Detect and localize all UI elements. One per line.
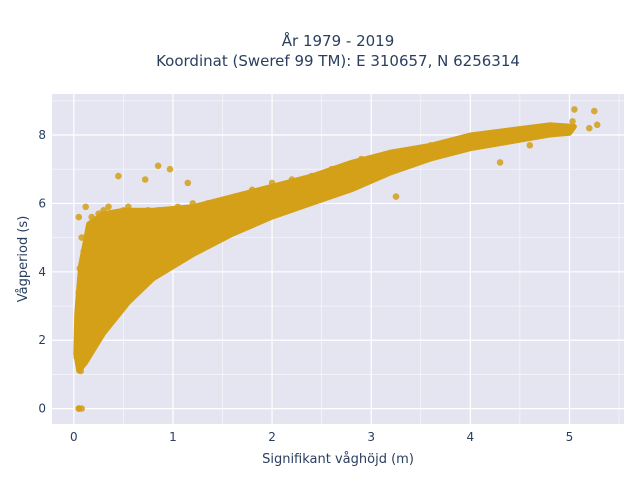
x-tick-label: 3 bbox=[367, 430, 375, 444]
data-point bbox=[593, 121, 601, 129]
tick-labels: 0 1 2 3 4 5 0 2 4 6 8 bbox=[38, 128, 573, 444]
data-point bbox=[234, 193, 241, 200]
data-point bbox=[137, 210, 145, 217]
data-point bbox=[586, 124, 593, 132]
x-tick-label: 5 bbox=[566, 430, 574, 444]
data-points bbox=[73, 106, 601, 412]
data-point bbox=[112, 213, 119, 221]
data-point bbox=[526, 128, 534, 135]
data-point bbox=[447, 138, 454, 146]
data-point bbox=[219, 196, 226, 204]
data-point bbox=[308, 172, 316, 180]
data-point bbox=[174, 203, 182, 211]
data-point bbox=[387, 152, 395, 159]
data-point bbox=[166, 165, 174, 173]
data-point bbox=[154, 207, 162, 214]
data-point bbox=[154, 162, 162, 170]
data-point bbox=[88, 213, 95, 221]
data-point bbox=[82, 203, 89, 211]
data-point bbox=[78, 234, 85, 241]
y-tick-label: 8 bbox=[38, 128, 46, 142]
x-tick-label: 4 bbox=[467, 430, 475, 444]
data-point bbox=[141, 176, 149, 183]
data-point bbox=[144, 207, 152, 214]
data-point bbox=[78, 405, 85, 412]
data-point bbox=[268, 179, 276, 187]
data-point bbox=[571, 106, 578, 113]
data-point bbox=[591, 107, 598, 115]
x-tick-label: 0 bbox=[70, 430, 78, 444]
data-point bbox=[105, 203, 112, 211]
data-point bbox=[184, 179, 192, 187]
data-point bbox=[189, 200, 197, 207]
data-point bbox=[348, 162, 355, 170]
y-axis-label: Vågperiod (s) bbox=[16, 216, 31, 303]
data-point bbox=[566, 128, 573, 135]
y-tick-label: 2 bbox=[38, 333, 46, 347]
data-point bbox=[100, 207, 107, 214]
data-point bbox=[130, 220, 137, 228]
data-point bbox=[75, 360, 83, 368]
data-point bbox=[76, 265, 84, 272]
x-tick-label: 1 bbox=[169, 430, 177, 444]
data-point bbox=[392, 193, 400, 200]
data-point bbox=[125, 203, 132, 211]
data-point bbox=[73, 354, 81, 361]
data-point bbox=[248, 186, 256, 194]
data-point bbox=[204, 200, 211, 207]
data-point bbox=[75, 289, 83, 296]
data-point bbox=[467, 135, 474, 142]
data-point bbox=[363, 169, 370, 176]
data-point bbox=[506, 128, 514, 135]
data-point bbox=[164, 213, 172, 221]
chart-title-line2: Koordinat (Sweref 99 TM): E 310657, N 62… bbox=[156, 52, 520, 70]
data-point bbox=[358, 155, 365, 163]
x-axis-label: Signifikant våghöjd (m) bbox=[262, 452, 414, 467]
data-point bbox=[77, 367, 84, 375]
data-point bbox=[80, 248, 87, 255]
data-point bbox=[486, 131, 494, 139]
data-point bbox=[546, 124, 553, 132]
data-point bbox=[328, 165, 335, 173]
point-cloud bbox=[73, 122, 577, 374]
data-point bbox=[78, 347, 85, 354]
data-point bbox=[95, 210, 102, 217]
data-point bbox=[115, 172, 122, 180]
y-tick-label: 6 bbox=[38, 196, 46, 210]
data-point bbox=[526, 142, 534, 149]
x-tick-label: 2 bbox=[268, 430, 276, 444]
data-point bbox=[76, 319, 84, 327]
data-point bbox=[569, 118, 576, 125]
data-point bbox=[427, 142, 435, 149]
data-point bbox=[120, 207, 127, 214]
y-tick-label: 4 bbox=[38, 265, 46, 279]
data-point bbox=[367, 155, 375, 163]
y-tick-label: 0 bbox=[38, 402, 46, 416]
data-point bbox=[496, 159, 504, 166]
data-point bbox=[75, 213, 83, 221]
data-point bbox=[288, 176, 296, 183]
chart-title-line1: År 1979 - 2019 bbox=[282, 31, 395, 50]
data-point bbox=[407, 148, 415, 156]
point-cloud-area bbox=[73, 122, 577, 374]
